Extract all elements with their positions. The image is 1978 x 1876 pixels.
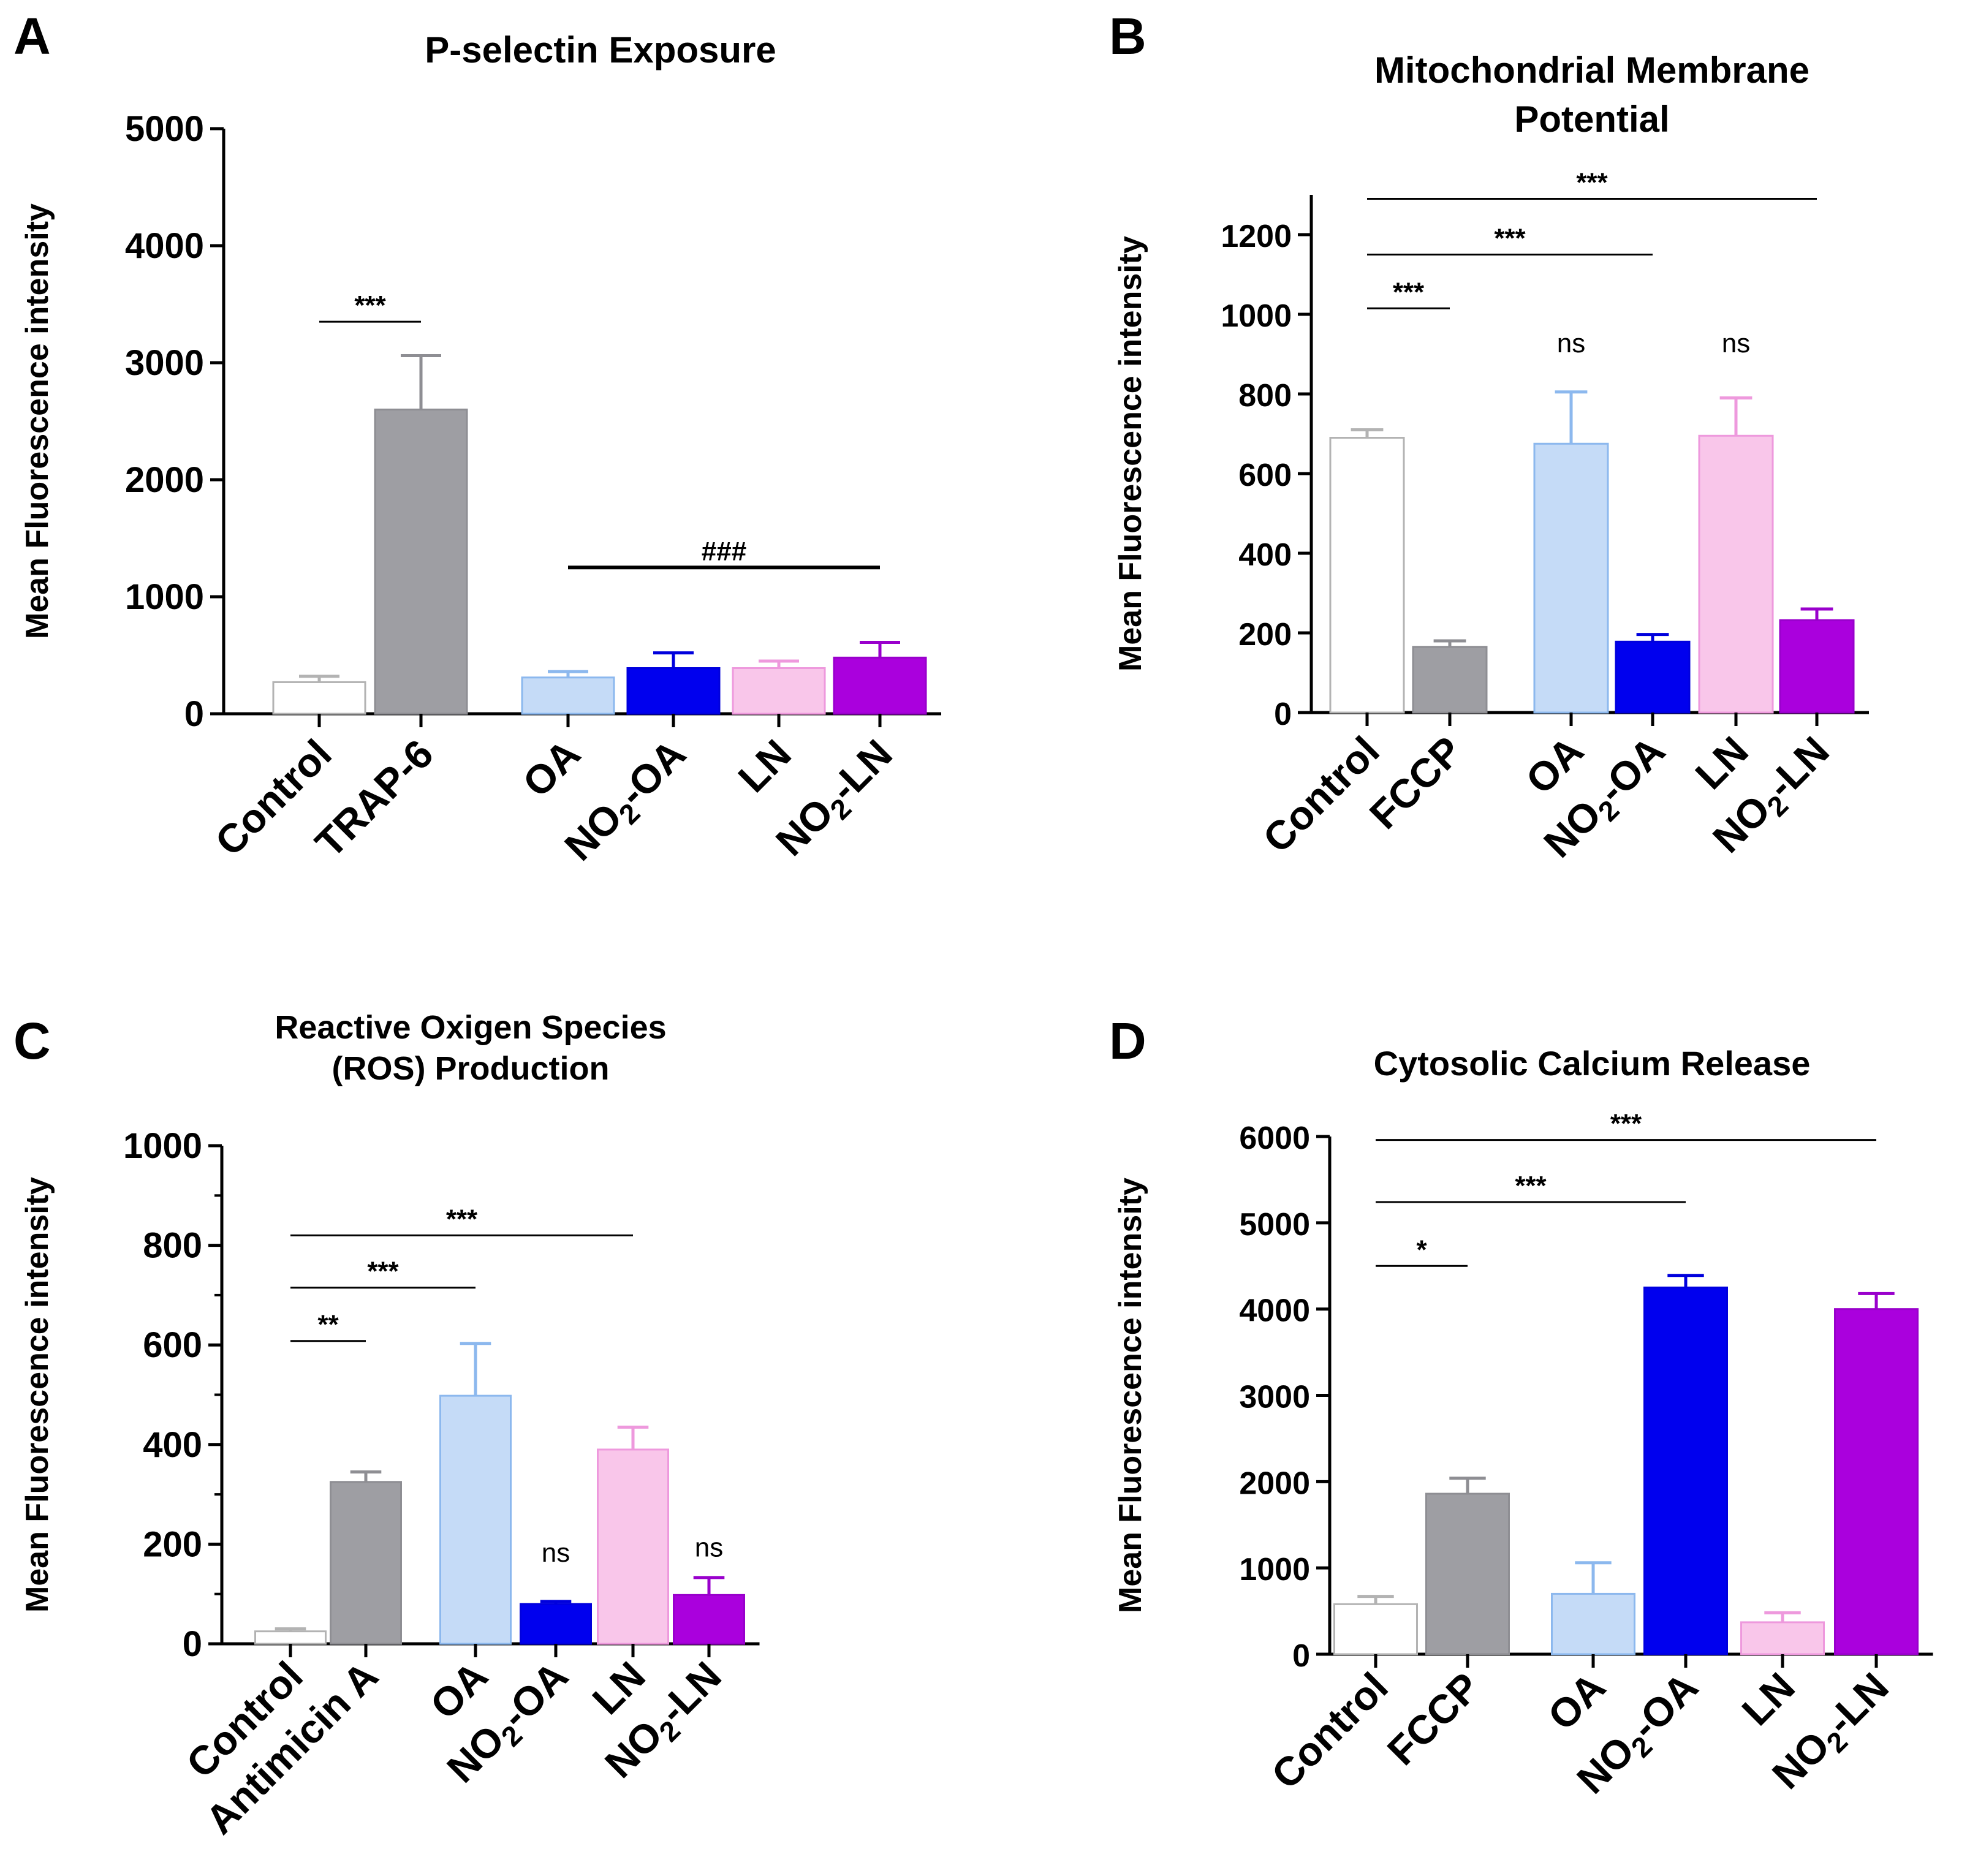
y-tick-label-a: 1000 (125, 577, 204, 617)
bar-c-1 (330, 1481, 402, 1645)
ns-label-c-1: ns (695, 1533, 723, 1563)
bar-b-4 (1698, 434, 1774, 714)
significance-label-d-2: * (1416, 1235, 1427, 1265)
panel-title-d-line-1: Cytosolic Calcium Release (1374, 1044, 1811, 1083)
y-tick-label-d: 2000 (1239, 1466, 1310, 1501)
y-tick-label-c: 600 (143, 1325, 202, 1365)
y-tick-label-a: 2000 (125, 460, 204, 500)
bar-d-4 (1740, 1621, 1825, 1655)
y-tick-label-c: 800 (143, 1226, 202, 1266)
y-tick-label-d: 6000 (1239, 1121, 1310, 1156)
panel-title-a-line-1: P-selectin Exposure (425, 29, 776, 70)
bar-c-3 (520, 1603, 592, 1645)
bar-b-3 (1615, 640, 1691, 714)
y-tick-label-a: 5000 (125, 109, 204, 149)
y-tick-label-a: 3000 (125, 343, 204, 383)
bar-a-2 (521, 676, 615, 715)
bar-d-3 (1643, 1286, 1728, 1655)
significance-label-b-2: *** (1393, 277, 1425, 307)
bar-b-2 (1533, 442, 1609, 714)
y-tick-label-b: 200 (1238, 617, 1292, 652)
panel-letter-c: C (13, 1012, 51, 1070)
panel-title-c-line-2: (ROS) Production (332, 1050, 610, 1087)
panel-title-b-line-2: Potential (1514, 99, 1669, 140)
y-axis-label-b: Mean Fluorescence intensity (1113, 236, 1148, 671)
panel-letter-a: A (13, 7, 51, 65)
panel-letter-b: B (1109, 7, 1146, 65)
panel-title-b-line-1: Mitochondrial Membrane (1374, 50, 1809, 91)
y-tick-label-b: 1000 (1221, 298, 1292, 334)
y-tick-label-c: 0 (183, 1624, 202, 1664)
bar-b-0 (1329, 437, 1405, 714)
bar-d-1 (1425, 1492, 1510, 1655)
panel-b: B Mitochondrial Membrane Potential Mean … (1109, 7, 1869, 866)
significance-label-c-2: ** (317, 1310, 339, 1340)
significance-label-d-1: *** (1515, 1171, 1547, 1201)
y-tick-label-b: 400 (1238, 537, 1292, 573)
y-tick-label-b: 800 (1238, 378, 1292, 414)
ns-label-b-0: ns (1557, 328, 1585, 358)
y-tick-label-d: 4000 (1239, 1293, 1310, 1329)
bar-b-1 (1412, 646, 1488, 714)
bar-a-4 (732, 667, 826, 715)
y-tick-label-a: 0 (184, 694, 204, 734)
panel-letter-d: D (1109, 1012, 1146, 1070)
y-tick-label-a: 4000 (125, 226, 204, 266)
ns-label-c-0: ns (542, 1538, 570, 1568)
significance-label-b-1: *** (1494, 224, 1526, 254)
y-axis-label-c: Mean Fluorescence intensity (20, 1177, 55, 1613)
bar-c-2 (439, 1394, 512, 1645)
y-tick-label-c: 400 (143, 1425, 202, 1465)
ns-label-b-1: ns (1722, 328, 1750, 358)
significance-label-c-1: *** (367, 1257, 399, 1287)
y-tick-label-d: 3000 (1239, 1380, 1310, 1415)
bar-c-5 (673, 1594, 745, 1645)
bar-a-1 (374, 408, 468, 715)
y-tick-label-c: 200 (143, 1524, 202, 1564)
bar-d-2 (1551, 1592, 1635, 1655)
y-tick-label-c: 1000 (123, 1126, 202, 1166)
bar-a-0 (272, 681, 366, 715)
y-tick-label-d: 1000 (1239, 1552, 1310, 1587)
bar-a-5 (833, 656, 927, 715)
y-tick-label-d: 5000 (1239, 1207, 1310, 1242)
bar-b-5 (1779, 619, 1855, 714)
bar-d-0 (1333, 1603, 1418, 1655)
bar-c-4 (597, 1448, 669, 1645)
y-axis-label-d: Mean Fluorescence intensity (1113, 1178, 1148, 1613)
y-axis-label-a: Mean Fluorescence intensity (20, 203, 55, 639)
panel-title-c-line-1: Reactive Oxigen Species (275, 1009, 666, 1046)
y-tick-label-b: 600 (1238, 458, 1292, 493)
significance-label-a-1: ### (702, 536, 746, 566)
bar-c-0 (254, 1630, 327, 1645)
y-tick-label-d: 0 (1292, 1638, 1310, 1674)
y-tick-label-b: 1200 (1221, 219, 1292, 254)
bar-a-3 (626, 667, 721, 715)
significance-label-c-0: *** (446, 1204, 478, 1234)
significance-label-b-0: *** (1576, 168, 1608, 198)
bar-d-5 (1834, 1308, 1919, 1655)
significance-label-d-0: *** (1610, 1109, 1642, 1139)
significance-label-a-0: *** (354, 290, 386, 320)
chart-b: Mean Fluorescence intensity 0 200 400 600 800… (1113, 168, 1869, 866)
y-tick-label-b: 0 (1274, 697, 1292, 732)
